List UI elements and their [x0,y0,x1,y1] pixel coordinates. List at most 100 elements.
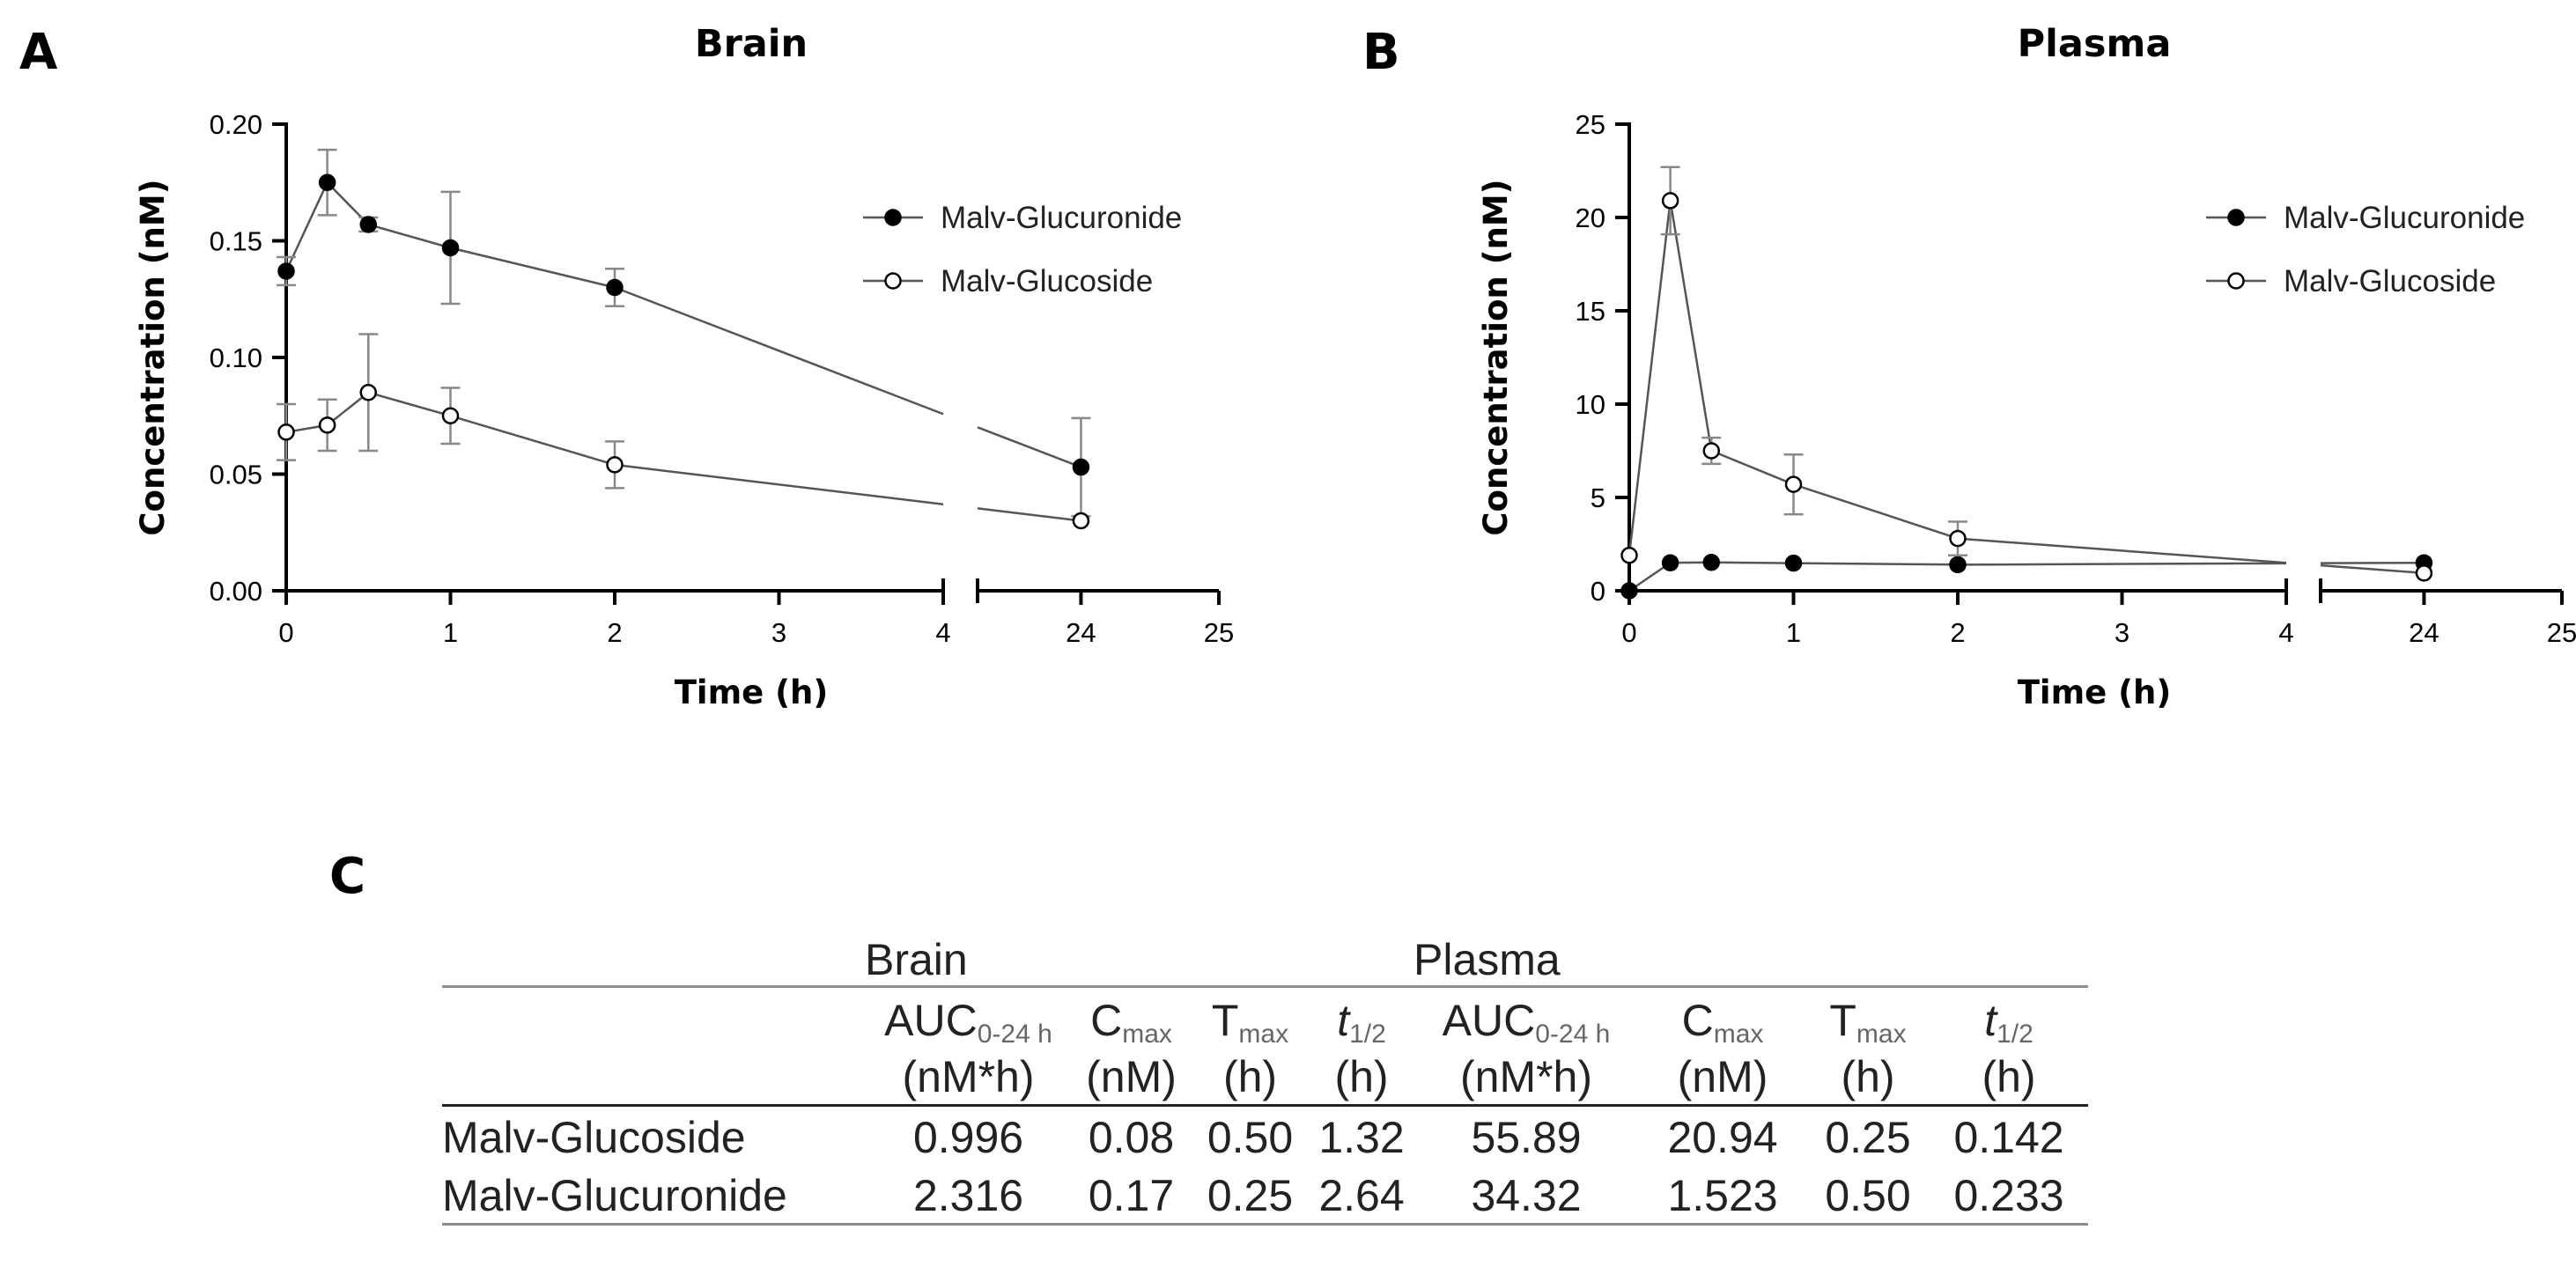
plasma-chart-panel: B Plasma Concentration (nM) Time (h) 0 5 10 15 2… [1343,0,2576,731]
table-cell: 2.316 [912,1171,1024,1220]
table-col-header-subscript: max [1713,1020,1764,1049]
data-point-malv-glucoside [1949,529,1967,548]
table-row: Malv-Glucoside 0.996 0.08 0.50 1.32 55.89 20.9… [442,1106,2088,1166]
data-point-malv-glucuronide [441,239,460,257]
pk-parameters-table: Brain Plasma AUC0-24 h Cmax Tmax t1/2 AUC0-2… [442,938,2088,1226]
y-tick-label: 0.15 [210,226,262,257]
data-point-malv-glucuronide [1620,582,1638,600]
table-cell: 0.50 [1825,1171,1911,1220]
data-point-malv-glucuronide [1072,458,1090,476]
table-col-unit: (h) [1334,1052,1389,1101]
table-group-plasma: Plasma [1413,935,1561,984]
table-col-header-base: T [1829,996,1856,1045]
table-cell: 1.32 [1318,1113,1405,1162]
table-cell: 0.17 [1088,1171,1175,1220]
y-tick-label: 0.10 [210,342,262,373]
legend-marker-malv-glucuronide [2227,209,2245,226]
table-cell: 20.94 [1667,1113,1778,1162]
y-tick-label: 0 [1591,576,1605,607]
table-col-header: AUC0-24 h [1413,987,1639,1049]
y-tick-label: 10 [1576,389,1605,420]
x-tick-label: 4 [935,617,950,648]
table-col-header-base: AUC [884,996,978,1045]
table-col-header-base: t [1984,996,1997,1045]
table-col-unit: (h) [1841,1052,1895,1101]
y-axis-title: Concentration (nM) [1477,179,1515,535]
table-cell: 34.32 [1471,1171,1582,1220]
brain-chart-panel: A Brain Concentration (nM) Time (h) 0.00 0.05… [0,0,1286,731]
data-point-malv-glucoside [606,456,624,474]
table-unit-header-row: (nM*h) (nM) (h) (h) (nM*h) (nM) (h) (h) [442,1048,2088,1106]
legend-label-malv-glucoside: Malv-Glucoside [2284,264,2496,298]
table-row-label: Malv-Glucoside [442,1113,746,1162]
panel-letter-c: C [329,848,366,905]
chart-title: Brain [695,22,808,66]
table-col-header: t1/2 [1930,987,2088,1049]
table-corner-cell [442,1048,865,1106]
series-line-malv-glucoside-bridge [977,507,1081,522]
table-col-header-subscript: 0-24 h [1535,1020,1611,1049]
table-corner-cell [442,938,865,987]
legend-label-malv-glucoside: Malv-Glucoside [941,264,1153,298]
table-param-header-row: AUC0-24 h Cmax Tmax t1/2 AUC0-24 h Cmax Tmax t1… [442,987,2088,1049]
legend-marker-malv-glucoside [2227,272,2245,290]
series-line-malv-glucuronide-bridge [977,426,1081,468]
x-tick-label: 0 [1621,617,1636,648]
table-body: Malv-Glucoside 0.996 0.08 0.50 1.32 55.89 20.9… [442,1106,2088,1225]
table-col-header: Cmax [1072,987,1191,1049]
x-tick-label: 1 [1786,617,1801,648]
table-col-header: Tmax [1191,987,1310,1049]
table-col-header-subscript: max [1856,1020,1907,1049]
table-col-header-subscript: 1/2 [1997,1020,2033,1049]
data-point-malv-glucuronide [1702,554,1720,571]
table-cell: 0.25 [1207,1171,1294,1220]
table-col-header: Cmax [1639,987,1806,1049]
table-col-unit: (nM*h) [902,1052,1035,1101]
data-point-malv-glucuronide [1949,556,1967,574]
table-col-header: t1/2 [1310,987,1413,1049]
x-tick-label: 3 [771,617,786,648]
y-tick-label: 5 [1591,482,1605,513]
table-row: Malv-Glucuronide 2.316 0.17 0.25 2.64 34.32 1.… [442,1165,2088,1225]
x-tick-label: 3 [2115,617,2129,648]
data-point-malv-glucoside [277,423,295,441]
table-cell: 0.25 [1825,1113,1911,1162]
table-col-header-subscript: max [1238,1020,1289,1049]
y-tick-label: 0.05 [210,460,262,490]
data-point-malv-glucuronide [1661,554,1679,571]
legend-marker-malv-glucoside [884,272,902,290]
table-cell: 1.523 [1667,1171,1778,1220]
x-tick-label: 24 [2409,617,2439,648]
data-point-malv-glucuronide [606,278,624,297]
x-tick-label: 4 [2278,617,2293,648]
table-row-label: Malv-Glucuronide [442,1171,787,1220]
table-col-header-subscript: 1/2 [1349,1020,1386,1049]
x-tick-label: 1 [443,617,458,648]
table-group-header-row: Brain Plasma [442,938,2088,987]
data-point-malv-glucoside [441,407,460,424]
table-col-header-base: AUC [1442,996,1536,1045]
data-point-malv-glucuronide [1784,554,1803,572]
data-point-malv-glucoside [1702,442,1720,460]
data-point-malv-glucoside [1620,546,1638,564]
series-line-malv-glucuronide-bridge [1957,562,2287,566]
y-tick-label: 0.00 [210,576,262,607]
table-col-header-subscript: 0-24 h [977,1020,1052,1049]
series-line-malv-glucoside-bridge [1957,537,2287,564]
data-point-malv-glucuronide [359,216,377,233]
data-point-malv-glucoside [318,416,336,434]
data-point-malv-glucoside [359,384,377,401]
table-group-brain: Brain [865,935,968,984]
series-line-malv-glucoside-bridge [614,463,944,505]
data-point-malv-glucoside [1784,475,1803,493]
panel-letter-b: B [1362,24,1400,81]
table-cell: 0.233 [1953,1171,2064,1220]
y-tick-label: 15 [1576,296,1605,327]
x-tick-label: 2 [607,617,622,648]
table-col-header: Tmax [1806,987,1930,1049]
table-col-header: AUC0-24 h [865,987,1072,1049]
panel-letter-a: A [19,24,58,81]
x-tick-label: 25 [1204,617,1234,648]
legend-label-malv-glucuronide: Malv-Glucuronide [941,201,1182,235]
